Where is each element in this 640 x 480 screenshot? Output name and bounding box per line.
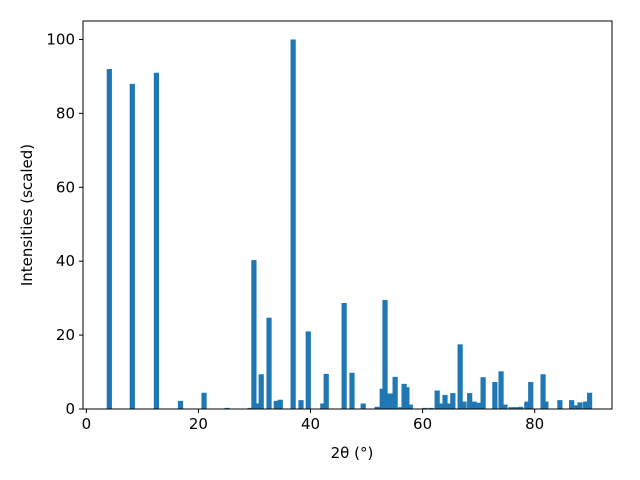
bar xyxy=(177,400,184,409)
bar xyxy=(398,407,404,409)
bar xyxy=(502,404,508,409)
bar xyxy=(401,383,407,409)
bar xyxy=(387,393,393,409)
y-tick-label: 0 xyxy=(65,400,75,418)
bar xyxy=(442,394,448,409)
bar xyxy=(298,400,304,409)
bar xyxy=(438,403,444,409)
bar xyxy=(379,388,385,409)
bar xyxy=(543,401,549,409)
bar xyxy=(583,401,589,409)
y-tick-label: 80 xyxy=(56,104,75,122)
bar xyxy=(374,406,380,409)
bar xyxy=(392,376,398,409)
bar xyxy=(540,374,546,409)
bar xyxy=(471,401,477,409)
x-tick-label: 80 xyxy=(525,415,544,433)
bar xyxy=(457,344,463,409)
bar xyxy=(201,392,207,409)
bar xyxy=(446,403,452,409)
bar xyxy=(407,404,413,409)
bar xyxy=(508,407,514,409)
bar xyxy=(480,377,486,409)
y-tick-label: 100 xyxy=(46,30,75,48)
y-tick-label: 60 xyxy=(56,178,75,196)
bar xyxy=(528,382,534,409)
bar xyxy=(428,407,434,409)
bar xyxy=(349,372,355,409)
bar xyxy=(382,299,388,409)
x-tick-label: 0 xyxy=(82,415,92,433)
bar xyxy=(572,405,579,409)
bar xyxy=(129,83,135,410)
y-tick-label: 20 xyxy=(56,326,75,344)
bar xyxy=(586,392,593,409)
bar xyxy=(513,407,519,409)
bar xyxy=(461,401,467,409)
plot-frame xyxy=(82,20,613,410)
bar xyxy=(258,374,264,409)
bar xyxy=(106,69,112,410)
bar xyxy=(290,39,296,409)
bar xyxy=(305,331,311,409)
bar xyxy=(467,393,473,409)
bar xyxy=(360,403,366,409)
bar xyxy=(273,400,279,409)
bar xyxy=(434,390,440,409)
bar xyxy=(518,406,524,409)
bar xyxy=(569,400,575,409)
bar xyxy=(476,402,482,409)
bar xyxy=(266,317,272,409)
bar xyxy=(320,403,326,409)
bar xyxy=(498,371,504,409)
bar xyxy=(224,407,230,409)
bar xyxy=(323,373,329,409)
x-tick-label: 40 xyxy=(301,415,320,433)
y-tick-label: 40 xyxy=(56,252,75,270)
y-axis-label: Intensities (scaled) xyxy=(18,144,36,286)
bar xyxy=(524,401,530,409)
bar xyxy=(577,402,583,409)
bar xyxy=(557,400,563,409)
x-tick-label: 60 xyxy=(413,415,432,433)
bar xyxy=(247,407,253,409)
bar xyxy=(422,407,428,409)
bar xyxy=(341,302,347,409)
bar xyxy=(492,382,498,409)
bar xyxy=(450,393,456,409)
x-tick-label: 20 xyxy=(189,415,208,433)
bar xyxy=(404,387,410,409)
x-axis-label: 2θ (°) xyxy=(331,444,374,462)
bar xyxy=(153,72,160,409)
bar xyxy=(251,260,257,409)
bar xyxy=(254,403,260,409)
bar xyxy=(277,399,283,409)
